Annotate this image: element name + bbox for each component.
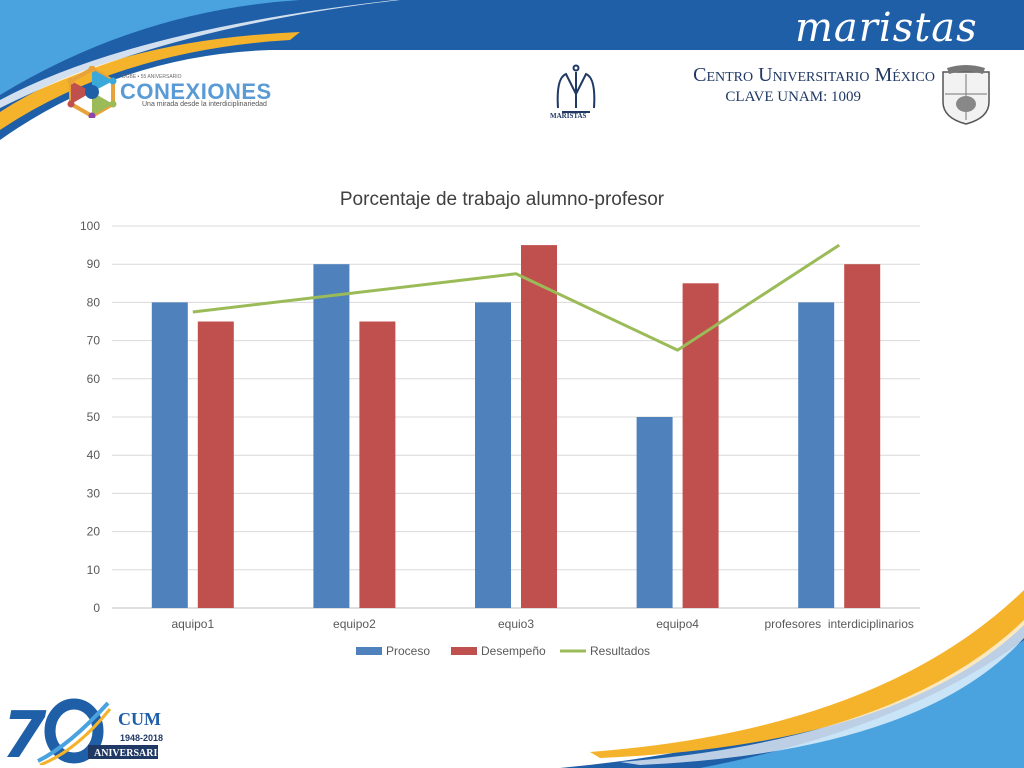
unam-shield-icon [942,65,990,125]
conexiones-logo: DGBE • 55 ANIVERSARIO CONEXIONES Una mir… [66,64,271,124]
institution-header: Centro Universitario México CLAVE UNAM: … [605,64,935,106]
footer-white-swoosh [620,620,1024,765]
anniversary-label: ANIVERSARIO [94,748,165,759]
bar-proceso [798,302,835,608]
bar-desempeno [844,264,881,608]
y-tick-label: 10 [87,563,101,577]
y-tick-label: 30 [87,486,101,500]
header-yellow-swoosh [0,32,300,130]
conexiones-title: CONEXIONES [120,79,272,104]
bar-proceso [475,302,511,608]
conexiones-small-text: DGBE • 55 ANIVERSARIO [122,74,182,80]
anniversary-years: 1948-2018 [120,733,163,743]
legend-label: Resultados [590,644,650,658]
bar-desempeno [521,245,557,608]
y-tick-label: 100 [80,219,100,233]
chart-title: Porcentaje de trabajo alumno-profesor [340,189,665,210]
svg-text:7: 7 [2,699,47,765]
footer-band-light [700,640,1024,768]
x-tick-label: profesores interdiciplinarios [764,617,913,631]
institution-name: Centro Universitario México [693,64,935,86]
x-tick-label: equipo4 [656,617,699,631]
maristas-emblem-label: MARISTAS [550,112,587,120]
bar-proceso [313,264,350,608]
legend-label: Desempeño [481,644,546,658]
header-band-light [0,0,300,95]
maristas-emblem-icon [556,64,596,113]
y-tick-label: 40 [87,448,101,462]
y-tick-label: 20 [87,525,101,539]
conexiones-network-icon [67,66,117,118]
x-tick-label: aquipo1 [171,617,214,631]
bar-desempeno [359,321,396,608]
bar-desempeno [197,321,234,608]
chart-y-axis: 0 10 20 30 40 50 60 70 80 90 100 [80,219,100,615]
bar-line-chart: Porcentaje de trabajo alumno-profesor 0 1… [80,189,920,658]
seventy-anniversary-logo: 7 ANIVERSARIO CUM 1948-2018 [2,698,165,765]
y-tick-label: 60 [87,372,101,386]
x-tick-label: equipo2 [333,617,376,631]
line-resultados [192,243,841,352]
anniversary-code: CUM [118,709,161,729]
footer-yellow-swoosh [590,590,1024,758]
y-tick-label: 70 [87,334,101,348]
bar-proceso [151,302,188,608]
maristas-script-logo: maristas [795,5,978,51]
x-tick-label: equio3 [498,617,534,631]
bar-desempeno [682,283,719,608]
legend-label: Proceso [386,644,430,658]
institution-clave: CLAVE UNAM: 1009 [725,89,861,105]
chart-gridlines [112,225,920,609]
legend-swatch-desempeno [451,647,477,655]
bar-proceso [636,417,673,608]
chart-bars [151,245,881,608]
legend-swatch-proceso [356,647,382,655]
y-tick-label: 0 [93,601,100,615]
y-tick-label: 50 [87,410,101,424]
chart-x-axis: aquipo1 equipo2 equio3 equipo4 profesores in… [171,617,913,631]
chart-line-series [192,243,841,352]
y-tick-label: 90 [87,257,101,271]
y-tick-label: 80 [87,295,101,309]
conexiones-subtitle: Una mirada desde la interdiciplinariedad [142,101,267,108]
chart-legend: Proceso Desempeño Resultados [356,644,650,658]
